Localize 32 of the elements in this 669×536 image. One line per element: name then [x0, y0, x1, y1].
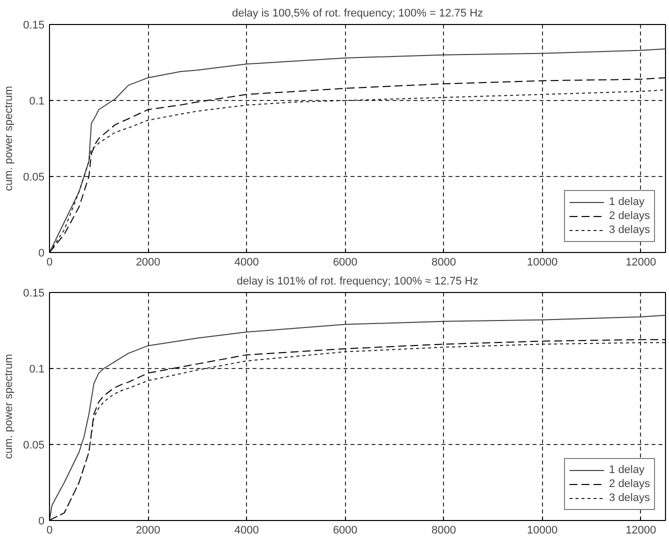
y-tick-label: 0.05 [23, 440, 45, 452]
y-tick-label: 0.15 [23, 20, 45, 32]
x-tick-label: 8000 [432, 256, 456, 268]
x-tick-label: 4000 [234, 256, 259, 268]
y-axis-title: cum. power spectrum [3, 86, 16, 192]
legend-label: 3 delays [609, 491, 650, 505]
x-tick-label: 8000 [432, 524, 456, 536]
chart-title: delay is 100,5% of rot. frequency; 100% = 12.75 Hz [232, 8, 484, 20]
x-tick-label: 0 [46, 256, 53, 268]
x-tick-label: 10000 [527, 256, 558, 268]
x-tick-label: 6000 [332, 256, 358, 268]
y-tick-label: 0.1 [29, 364, 45, 376]
y-tick-label: 0 [38, 516, 45, 528]
x-tick-label: 4000 [234, 524, 259, 536]
y-axis-title: cum. power spectrum [3, 354, 16, 460]
legend-label: 2 delays [609, 209, 650, 223]
x-tick-label: 12000 [626, 524, 656, 536]
x-tick-label: 12000 [626, 256, 656, 268]
legend-label: 3 delays [609, 223, 650, 237]
chart-title: delay is 101% of rot. frequency; 100% ≈ 12.75 Hz [236, 276, 478, 288]
y-tick-label: 0 [38, 248, 45, 260]
x-tick-label: 10000 [527, 524, 558, 536]
y-tick-label: 0.1 [29, 96, 45, 108]
legend-label: 2 delays [609, 477, 650, 491]
y-tick-label: 0.05 [23, 172, 45, 184]
legend-label: 1 delay [609, 195, 644, 209]
y-tick-label: 0.15 [23, 288, 45, 300]
x-tick-label: 2000 [136, 524, 160, 536]
legend-label: 1 delay [609, 463, 644, 477]
x-tick-label: 6000 [332, 524, 358, 536]
x-tick-label: 2000 [136, 256, 160, 268]
x-tick-label: 0 [46, 524, 53, 536]
